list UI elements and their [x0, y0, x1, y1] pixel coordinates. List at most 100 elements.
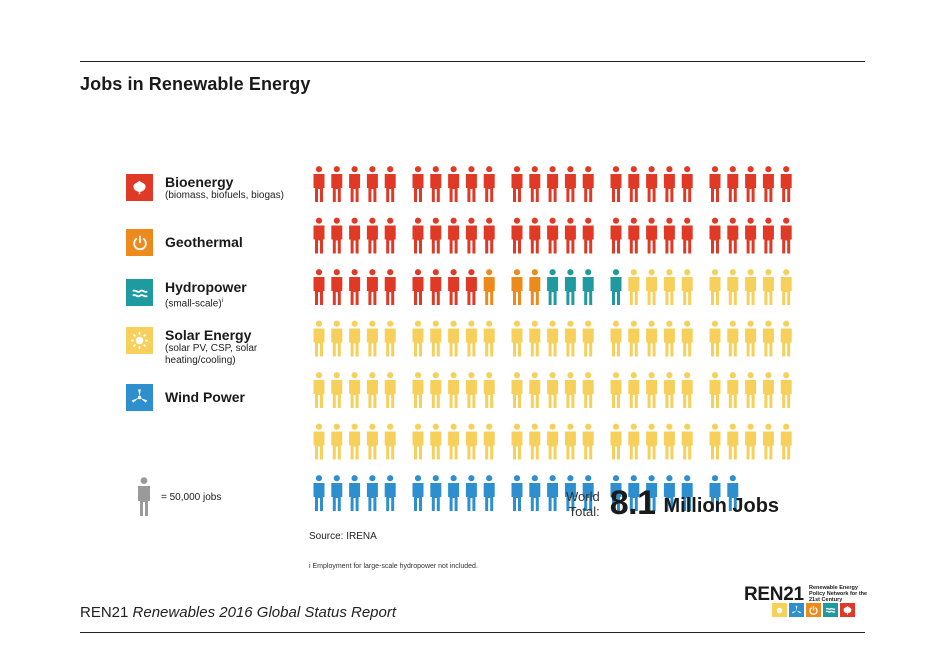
person-icon-solar-energy: [412, 372, 424, 408]
person-icon-solar-energy: [349, 423, 361, 460]
wind-turbine-icon: [789, 603, 804, 617]
person-icon-wind-power: [582, 475, 594, 511]
person-icon-solar-energy: [529, 372, 541, 408]
person-icon-solar-energy: [384, 423, 396, 460]
person-icon-bioenergy: [349, 217, 361, 254]
person-icon-solar-energy: [727, 372, 739, 408]
person-icon-solar-energy: [628, 372, 640, 408]
person-icon-bioenergy: [483, 166, 495, 202]
person-icon-solar-energy: [511, 320, 523, 357]
person-icon-bioenergy: [366, 217, 378, 254]
person-icon-solar-energy: [646, 320, 658, 357]
person-icon-solar-energy: [610, 423, 622, 460]
sun-icon: [772, 603, 787, 617]
person-icon-wind-power: [331, 475, 343, 511]
bottom-rule: [80, 632, 865, 633]
person-icon-solar-energy: [412, 320, 424, 357]
source-note: Source: IRENA: [309, 531, 377, 542]
person-icon-bioenergy: [465, 166, 477, 202]
person-icon-solar-energy: [646, 423, 658, 460]
person-icon-solar-energy: [663, 423, 675, 460]
person-icon-solar-energy: [762, 372, 774, 408]
person-icon-bioenergy: [780, 217, 792, 254]
legend-sub: (solar PV, CSP, solar heating/cooling): [165, 343, 258, 366]
person-icon-bioenergy: [681, 217, 693, 254]
person-icon-bioenergy: [331, 269, 343, 305]
person-icon-bioenergy: [511, 166, 523, 202]
total-label-line1: World: [566, 488, 600, 504]
person-icon-solar-energy: [780, 423, 792, 460]
person-icon-wind-power: [547, 475, 559, 511]
person-icon-hydropower: [564, 269, 576, 305]
person-icon-solar-energy: [582, 423, 594, 460]
person-icon-solar-energy: [384, 320, 396, 357]
person-icon-solar-energy: [745, 269, 757, 305]
person-icon-bioenergy: [483, 217, 495, 254]
person-icon-solar-energy: [430, 423, 442, 460]
total-label-line2: Total:: [568, 503, 600, 519]
person-icon-solar-energy: [762, 269, 774, 305]
person-icon-solar-energy: [564, 423, 576, 460]
power-icon: [806, 603, 821, 617]
person-icon-solar-energy: [547, 372, 559, 408]
total-label: World Total:: [566, 489, 600, 519]
person-icon-bioenergy: [313, 217, 325, 254]
person-icon-solar-energy: [780, 372, 792, 408]
person-icon-solar-energy: [709, 423, 721, 460]
person-icon-bioenergy: [384, 217, 396, 254]
person-icon-solar-energy: [681, 372, 693, 408]
person-icon-solar-energy: [529, 423, 541, 460]
person-icon-solar-energy: [762, 320, 774, 357]
person-icon-solar-energy: [582, 320, 594, 357]
person-icon-solar-energy: [709, 269, 721, 305]
person-icon-solar-energy: [681, 423, 693, 460]
person-icon-bioenergy: [511, 217, 523, 254]
person-icon-bioenergy: [331, 166, 343, 202]
waves-icon: [126, 279, 153, 306]
person-icon-bioenergy: [709, 217, 721, 254]
person-icon-solar-energy: [628, 423, 640, 460]
person-icon-solar-energy: [465, 372, 477, 408]
person-icon-bioenergy: [646, 166, 658, 202]
person-icon-solar-energy: [511, 372, 523, 408]
person-icon-solar-energy: [646, 269, 658, 305]
person-icon-solar-energy: [430, 320, 442, 357]
legend-item-geothermal: Geothermal: [126, 229, 243, 256]
total-unit: Million Jobs: [663, 495, 780, 517]
person-icon-solar-energy: [465, 320, 477, 357]
person-icon-bioenergy: [366, 269, 378, 305]
person-icon-bioenergy: [582, 166, 594, 202]
person-icon-solar-energy: [564, 372, 576, 408]
person-icon-solar-energy: [727, 423, 739, 460]
footnote-marker: i: [221, 298, 224, 304]
person-icon-solar-energy: [663, 269, 675, 305]
person-icon-solar-energy: [564, 320, 576, 357]
person-icon-wind-power: [663, 475, 675, 511]
wind-turbine-icon: [126, 384, 153, 411]
person-icon-solar-energy: [727, 320, 739, 357]
person-icon-solar-energy: [313, 372, 325, 408]
person-icon-bioenergy: [547, 166, 559, 202]
sun-icon: [126, 327, 153, 354]
person-icon-bioenergy: [448, 269, 460, 305]
person-icon-bioenergy: [547, 217, 559, 254]
person-icon-hydropower: [582, 269, 594, 305]
person-icon-bioenergy: [412, 217, 424, 254]
person-icon-wind-power: [384, 475, 396, 511]
person-icon-bioenergy: [430, 166, 442, 202]
legend-item-bioenergy: Bioenergy (biomass, biofuels, biogas): [126, 174, 284, 202]
legend-item-solar: Solar Energy (solar PV, CSP, solar heati…: [126, 327, 285, 367]
person-icon-wind-power: [448, 475, 460, 511]
person-icon-bioenergy: [366, 166, 378, 202]
person-icon-solar-energy: [313, 423, 325, 460]
person-icon-bioenergy: [384, 166, 396, 202]
person-icon-bioenergy: [762, 166, 774, 202]
person-icon-solar-energy: [483, 320, 495, 357]
person-icon-wind-power: [349, 475, 361, 511]
person-icon-bioenergy: [663, 166, 675, 202]
person-icon-solar-energy: [745, 423, 757, 460]
person-icon-solar-energy: [349, 320, 361, 357]
world-total: World Total: 8.1 Million Jobs: [566, 484, 779, 523]
person-icon-solar-energy: [582, 372, 594, 408]
person-icon-solar-energy: [349, 372, 361, 408]
